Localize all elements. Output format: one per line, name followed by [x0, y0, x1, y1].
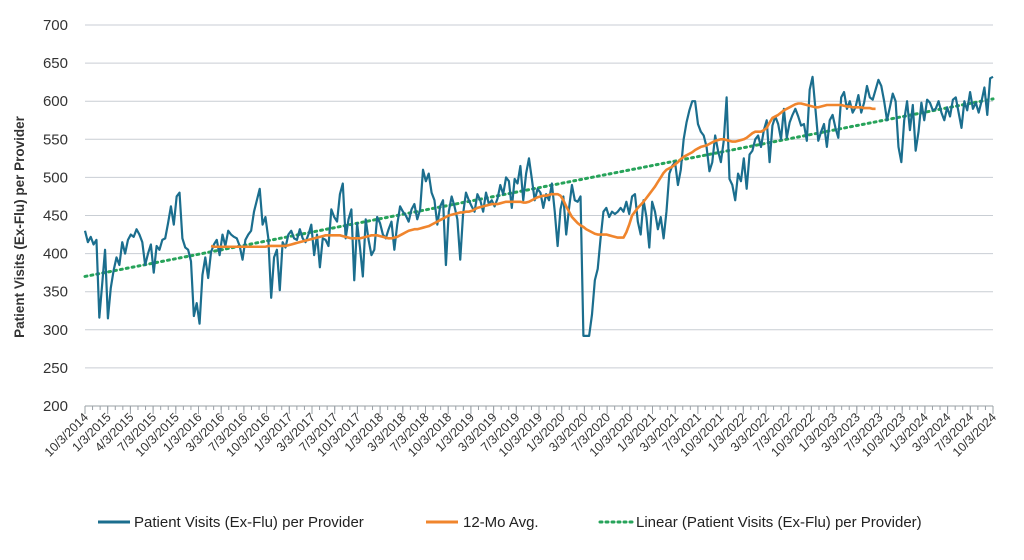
y-tick-label: 450: [43, 208, 68, 225]
legend-item-patient-visits: Patient Visits (Ex-Flu) per Provider: [98, 514, 364, 531]
y-tick-label: 250: [43, 360, 68, 377]
series-line-linear-patient-visits-ex-flu-per-provider: [83, 97, 995, 278]
legend-label-patient-visits: Patient Visits (Ex-Flu) per Provider: [134, 514, 364, 531]
legend-item-12-mo-avg: 12-Mo Avg.: [426, 514, 539, 531]
series-lines: [83, 75, 995, 337]
legend: Patient Visits (Ex-Flu) per Provider 12-…: [98, 514, 922, 531]
y-tick-label: 600: [43, 93, 68, 110]
y-tick-label: 400: [43, 246, 68, 263]
y-axis-label: Patient Visits (Ex-Flu) per Provider: [12, 115, 27, 338]
legend-label-12-mo-avg: 12-Mo Avg.: [463, 514, 539, 531]
gridlines: [85, 24, 993, 407]
legend-item-linear-trend: Linear (Patient Visits (Ex-Flu) per Prov…: [598, 514, 922, 531]
x-axis: 10/3/20141/3/20154/3/20157/3/201510/3/20…: [42, 405, 999, 459]
series-line-12-mo-avg: [210, 102, 876, 249]
y-tick-label: 700: [43, 17, 68, 34]
y-tick-label: 200: [43, 398, 68, 415]
y-axis-ticks: 200 250 300 350 400 450 500 550 600 650 700: [43, 17, 68, 415]
y-tick-label: 300: [43, 322, 68, 339]
y-tick-label: 350: [43, 284, 68, 301]
legend-label-linear-trend: Linear (Patient Visits (Ex-Flu) per Prov…: [636, 514, 922, 531]
y-tick-label: 550: [43, 131, 68, 148]
y-tick-label: 500: [43, 169, 68, 186]
series-line-patient-visits-ex-flu-per-provider: [83, 75, 994, 337]
y-tick-label: 650: [43, 55, 68, 72]
